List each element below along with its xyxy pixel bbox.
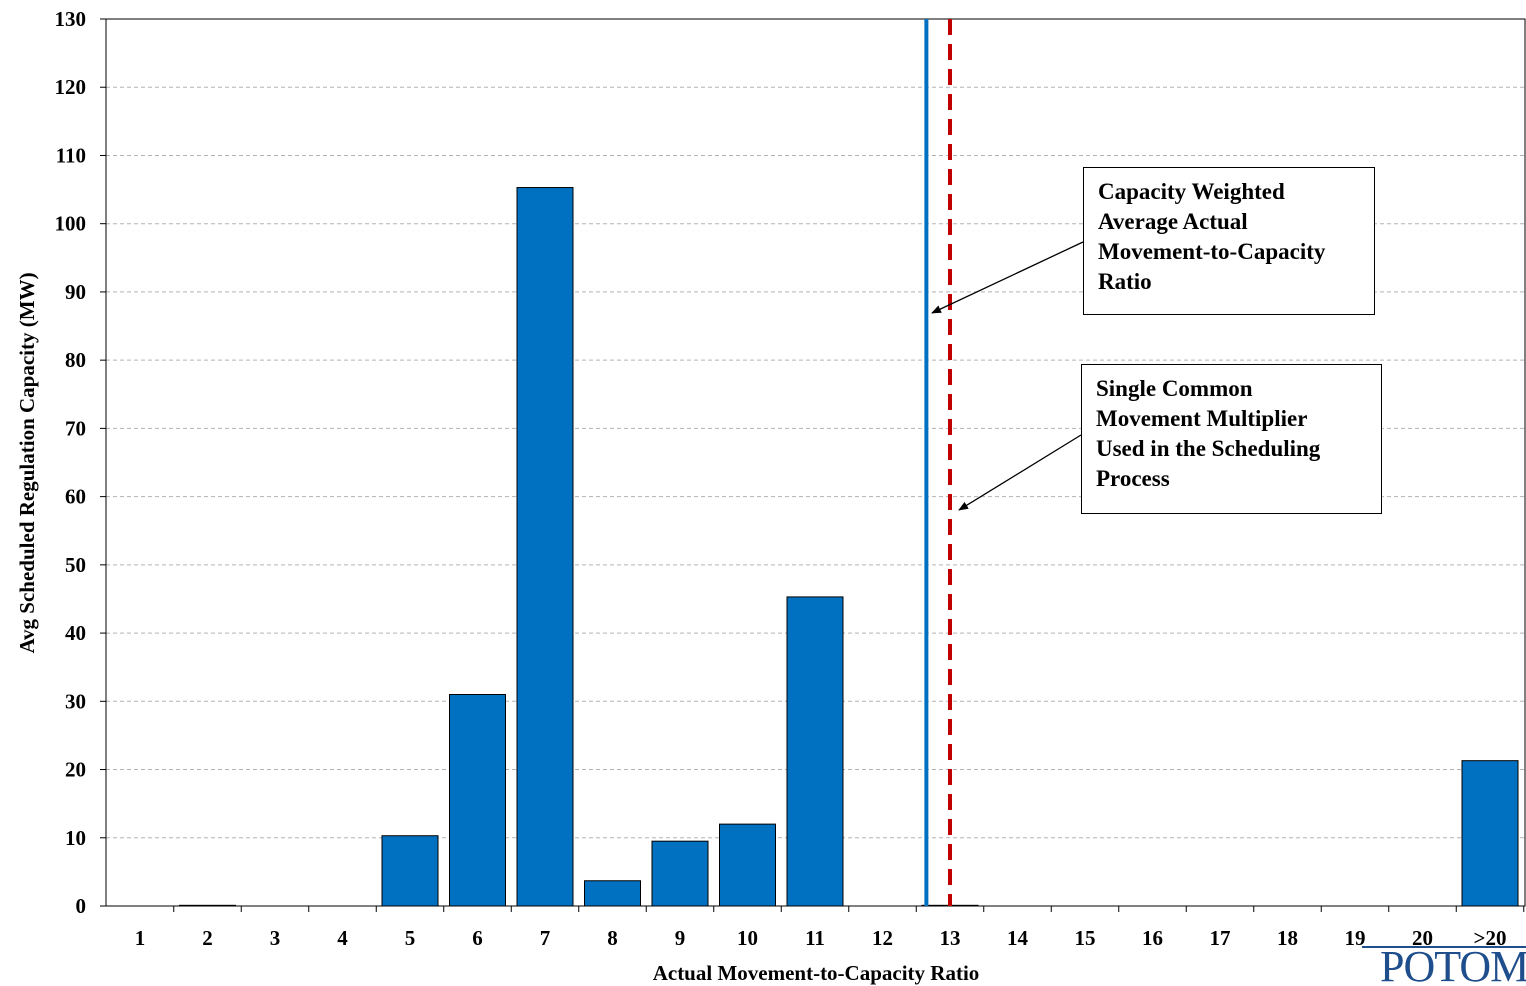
- annotation-line: Ratio: [1098, 269, 1152, 294]
- x-tick-label: 5: [405, 926, 416, 950]
- annotation-line: Used in the Scheduling: [1096, 436, 1321, 461]
- x-tick-label: 6: [472, 926, 483, 950]
- annotation-capacity-weighted: Capacity Weighted Average Actual Movemen…: [1083, 167, 1375, 315]
- y-tick-label: 20: [65, 758, 86, 782]
- x-tick-label: 4: [337, 926, 348, 950]
- arrow-single-common: [958, 434, 1082, 511]
- y-tick-label: 100: [55, 212, 87, 236]
- x-tick-label: 3: [270, 926, 281, 950]
- logo-rule: [1362, 946, 1526, 948]
- y-tick-label: 50: [65, 553, 86, 577]
- y-tick-label: 70: [65, 416, 86, 440]
- x-tick-label: 9: [675, 926, 686, 950]
- bar: [584, 880, 641, 907]
- x-tick-label: 20: [1412, 926, 1433, 950]
- bar: [1461, 760, 1519, 907]
- bar: [719, 823, 776, 907]
- bar: [449, 693, 506, 907]
- bar: [381, 835, 439, 907]
- x-tick-label: 11: [805, 926, 825, 950]
- annotation-line: Capacity Weighted: [1098, 179, 1285, 204]
- bar: [786, 596, 844, 907]
- x-tick-label: 2: [202, 926, 213, 950]
- y-tick-label: 30: [65, 689, 86, 713]
- y-tick-label: 10: [65, 826, 86, 850]
- y-tick-label: 120: [55, 75, 87, 99]
- x-tick-label: 12: [872, 926, 893, 950]
- x-tick-label: 10: [737, 926, 758, 950]
- bar: [516, 187, 574, 907]
- annotation-line: Single Common: [1096, 376, 1253, 401]
- annotation-line: Movement-to-Capacity: [1098, 239, 1326, 264]
- x-tick-label: 16: [1142, 926, 1163, 950]
- y-tick-label: 90: [65, 280, 86, 304]
- reference-lines: [924, 19, 952, 906]
- x-tick-label: 14: [1007, 926, 1029, 950]
- annotation-line: Average Actual: [1098, 209, 1248, 234]
- y-tick-label: 80: [65, 348, 86, 372]
- x-tick-label: 19: [1345, 926, 1366, 950]
- x-tick-label: 18: [1277, 926, 1298, 950]
- x-tick-label: 17: [1210, 926, 1231, 950]
- arrow-capacity-weighted: [931, 241, 1084, 314]
- x-tick-label: 1: [135, 926, 146, 950]
- annotation-single-common: Single Common Movement Multiplier Used i…: [1081, 364, 1382, 514]
- bar: [651, 840, 709, 907]
- x-axis-title: Actual Movement-to-Capacity Ratio: [653, 961, 980, 985]
- x-tick-label: 7: [540, 926, 551, 950]
- y-tick-label: 0: [76, 894, 87, 918]
- x-tick-label: 15: [1075, 926, 1096, 950]
- annotation-line: Movement Multiplier: [1096, 406, 1308, 431]
- y-tick-label: 130: [55, 7, 87, 31]
- x-tick-label: 13: [940, 926, 961, 950]
- plot-area-frame: [105, 18, 1526, 907]
- logo-text: POTOMAC: [1380, 944, 1526, 986]
- potomac-logo: POTOMAC: [1362, 944, 1526, 986]
- bars: [179, 187, 1519, 907]
- y-tick-label: 110: [56, 143, 86, 167]
- x-tick-label: 8: [607, 926, 618, 950]
- y-tick-label: 40: [65, 621, 86, 645]
- y-axis-title: Avg Scheduled Regulation Capacity (MW): [15, 272, 39, 653]
- y-tick-label: 60: [65, 485, 86, 509]
- annotation-line: Process: [1096, 466, 1170, 491]
